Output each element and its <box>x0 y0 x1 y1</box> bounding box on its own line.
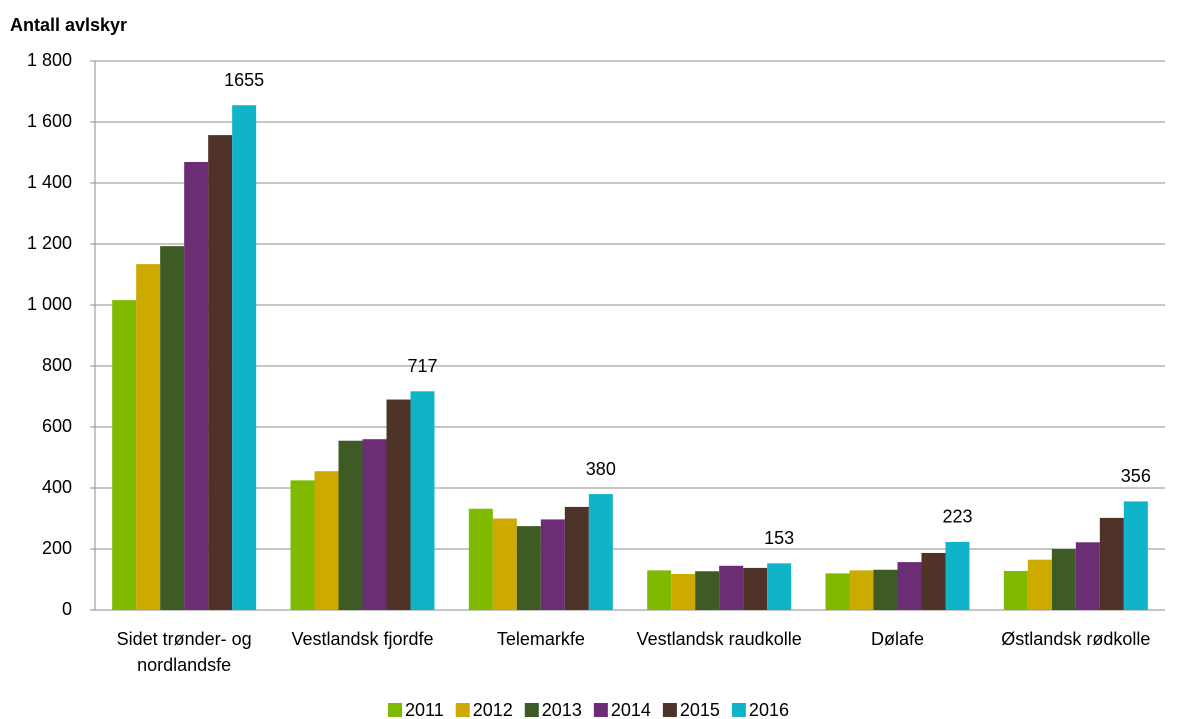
y-tick-label: 200 <box>42 538 72 558</box>
y-tick-label: 1 800 <box>27 50 72 70</box>
bar <box>921 552 946 610</box>
y-tick-label: 600 <box>42 416 72 436</box>
data-label: 153 <box>764 528 794 548</box>
data-label: 1655 <box>224 70 264 90</box>
legend-swatch <box>662 703 677 717</box>
legend-label: 2011 <box>405 700 444 719</box>
bar <box>516 526 541 610</box>
bar <box>825 573 850 610</box>
x-tick-label: Sidet trønder- og nordlandsfe <box>117 629 252 675</box>
bar <box>767 563 792 610</box>
data-label: 380 <box>586 459 616 479</box>
bar <box>386 399 411 610</box>
y-tick-label: 800 <box>42 355 72 375</box>
x-tick-label: Østlandsk rødkolle <box>1001 629 1150 649</box>
legend-label: 2013 <box>542 700 582 719</box>
bar <box>540 519 565 610</box>
bar <box>719 565 744 610</box>
bar <box>1123 501 1148 610</box>
legend-label: 2015 <box>680 700 720 719</box>
bar <box>136 264 161 610</box>
x-tick-label: Telemarkfe <box>497 629 585 649</box>
y-tick-label: 1 400 <box>27 172 72 192</box>
x-tick-label: Vestlandsk raudkolle <box>637 629 802 649</box>
bar <box>208 135 233 611</box>
x-tick-label: Vestlandsk fjordfe <box>291 629 433 649</box>
bar <box>647 570 672 610</box>
bar <box>112 300 137 610</box>
bar <box>873 569 898 610</box>
data-label: 717 <box>407 356 437 376</box>
bar <box>695 571 720 610</box>
bar <box>1075 542 1100 610</box>
bar <box>849 570 874 610</box>
bar <box>1003 570 1028 610</box>
bar <box>564 506 589 610</box>
bar <box>232 105 257 610</box>
bar <box>338 440 363 610</box>
legend-label: 2014 <box>611 700 651 719</box>
bar <box>743 567 768 610</box>
data-label: 356 <box>1121 466 1151 486</box>
bar <box>160 246 185 610</box>
legend: 2011 2012 2013 2014 2015 2016 <box>388 700 789 719</box>
legend-swatch <box>731 703 746 717</box>
bar <box>588 494 613 610</box>
bar <box>1051 549 1076 610</box>
bar <box>362 439 387 610</box>
y-tick-label: 400 <box>42 477 72 497</box>
legend-label: 2012 <box>473 700 513 719</box>
bar <box>945 541 970 610</box>
bar <box>290 480 315 610</box>
bar <box>468 508 493 610</box>
bar <box>897 562 922 610</box>
y-tick-label: 1 000 <box>27 294 72 314</box>
legend-swatch <box>455 703 470 717</box>
y-tick-label: 0 <box>62 599 72 619</box>
legend-swatch <box>593 703 608 717</box>
bar <box>410 391 435 610</box>
y-tick-label: 1 600 <box>27 111 72 131</box>
y-tick-label: 1 200 <box>27 233 72 253</box>
chart-title: Antall avlskyr <box>10 15 127 35</box>
legend-label: 2016 <box>749 700 789 719</box>
legend-swatch <box>524 703 539 717</box>
x-tick-label: Dølafe <box>871 629 924 649</box>
bar <box>314 471 339 610</box>
data-label: 223 <box>942 507 972 527</box>
bar <box>1027 559 1052 610</box>
bar <box>671 574 696 610</box>
bar <box>492 518 517 610</box>
legend-swatch <box>388 703 403 717</box>
bar <box>184 161 209 610</box>
bar <box>1099 517 1124 610</box>
